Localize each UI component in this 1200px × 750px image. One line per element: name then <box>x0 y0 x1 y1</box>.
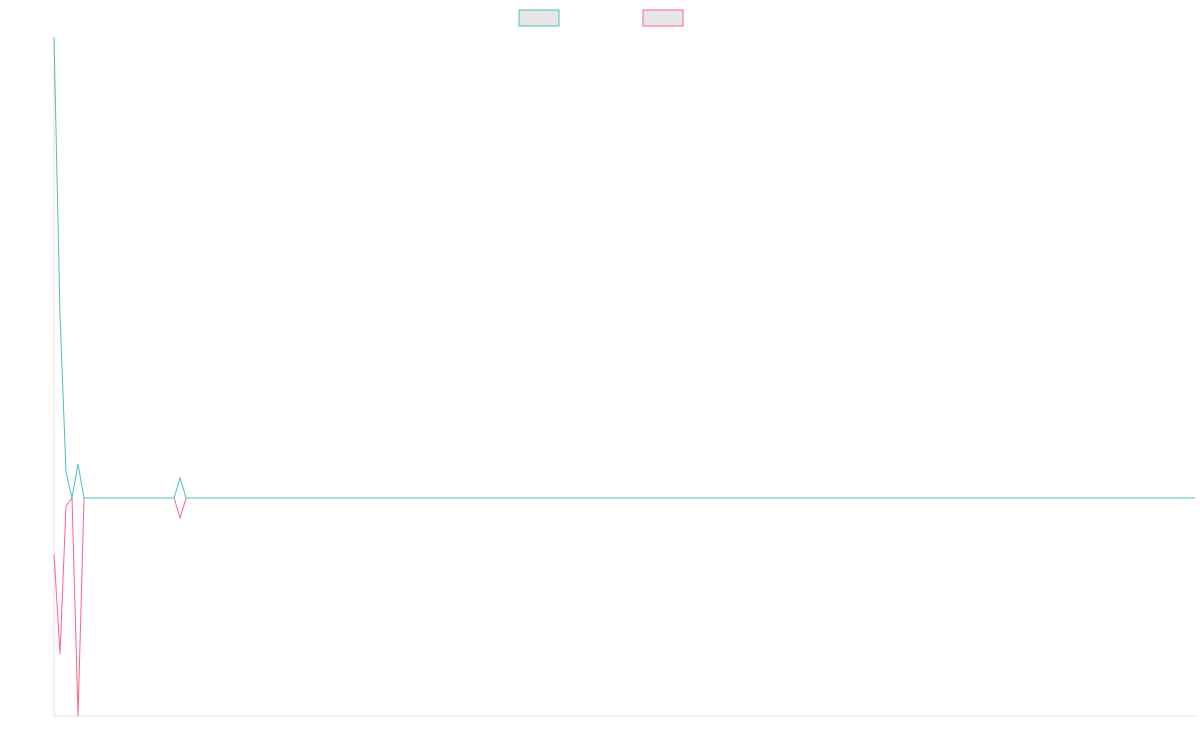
data-line <box>53 496 1195 717</box>
data-line <box>53 36 1195 499</box>
legend-swatch[interactable] <box>518 9 560 27</box>
legend-swatch[interactable] <box>642 9 684 27</box>
